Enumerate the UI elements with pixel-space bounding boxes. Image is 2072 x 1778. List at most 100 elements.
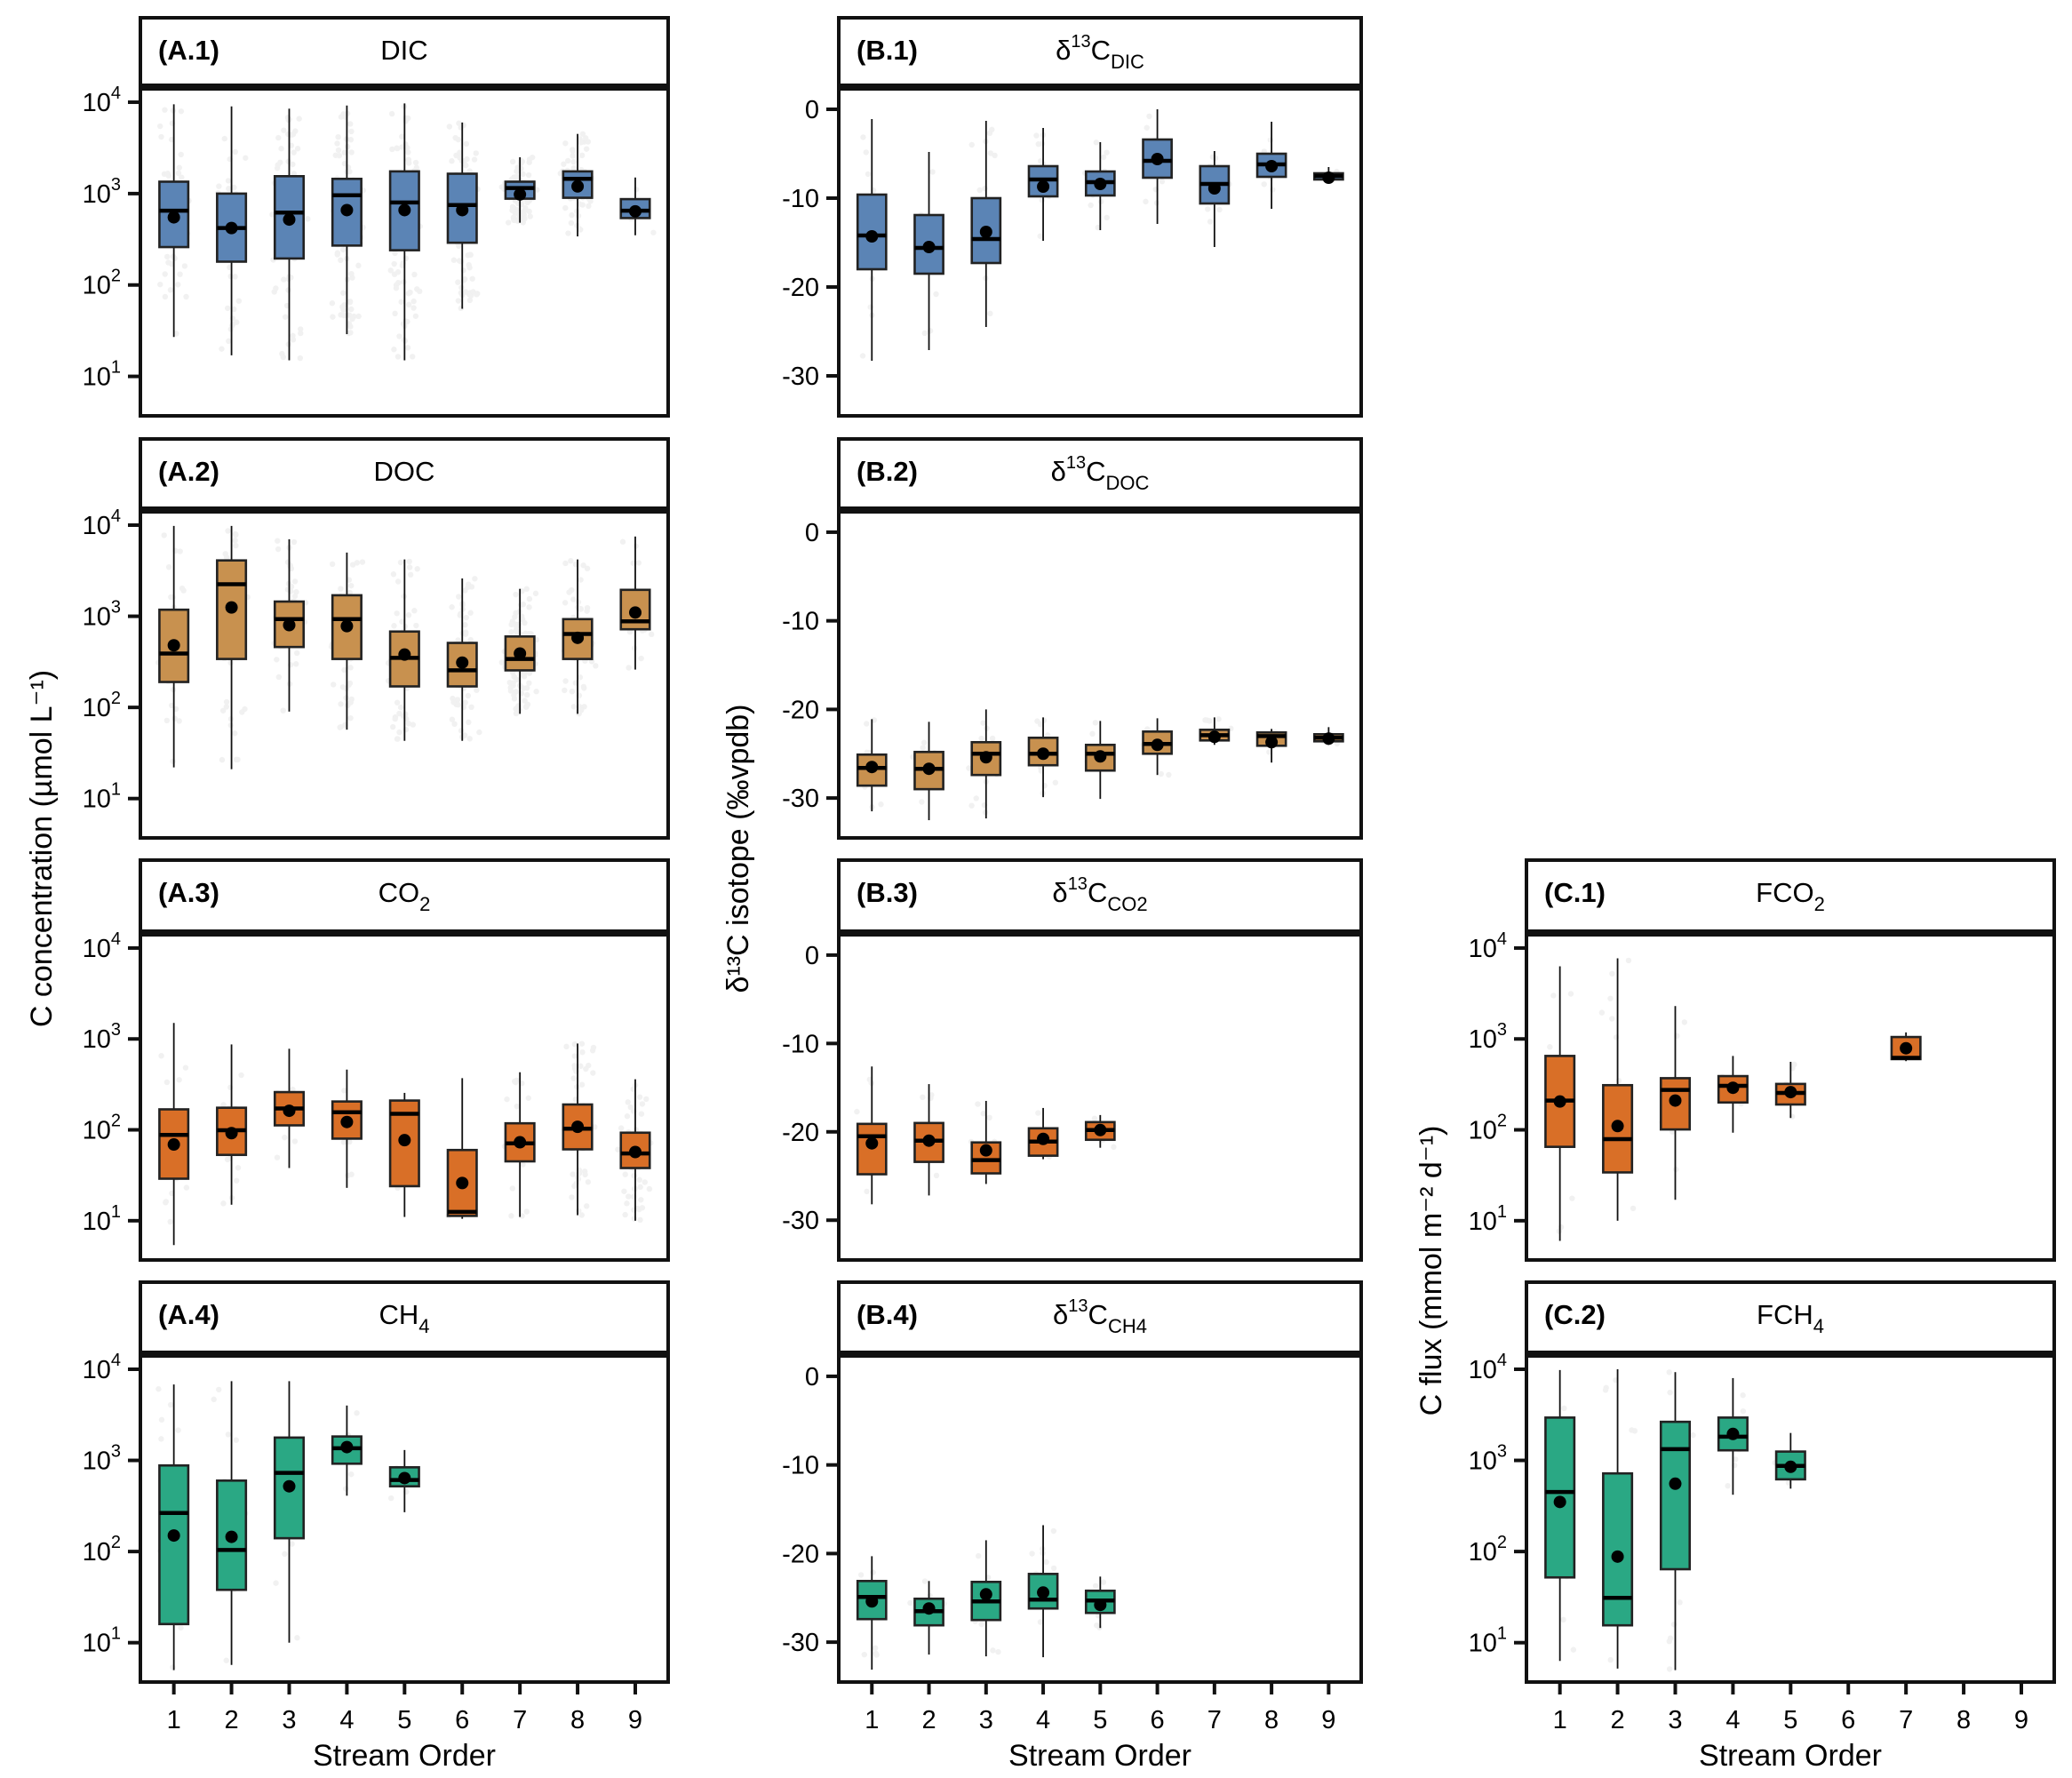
jitter-point: [569, 688, 576, 695]
mean-point: [1784, 1460, 1797, 1473]
mean-point: [340, 1115, 354, 1128]
jitter-point: [467, 251, 474, 259]
jitter-point: [338, 257, 344, 264]
jitter-point: [521, 674, 528, 680]
jitter-point: [275, 538, 281, 544]
jitter-point: [406, 564, 413, 570]
jitter-point: [622, 1211, 628, 1218]
box-order-8: [1255, 729, 1287, 763]
jitter-point: [162, 107, 168, 113]
jitter-point: [1207, 718, 1213, 724]
jitter-point: [468, 584, 475, 590]
jitter-point: [458, 284, 465, 291]
jitter-point: [273, 1580, 279, 1586]
jitter-point: [561, 161, 567, 167]
jitter-point: [406, 160, 412, 166]
jitter-point: [161, 532, 167, 538]
jitter-point: [650, 229, 657, 235]
jitter-point: [180, 587, 187, 594]
y-tick-label: 101: [83, 780, 121, 814]
jitter-point: [232, 148, 238, 155]
x-tick-label: 7: [1207, 1706, 1222, 1734]
jitter-point: [987, 310, 993, 317]
jitter-point: [854, 1108, 860, 1115]
jitter-point: [347, 699, 354, 706]
jitter-point: [562, 204, 569, 211]
box-order-2: [1602, 958, 1634, 1221]
jitter-point: [1666, 1369, 1672, 1375]
box-order-2: [216, 1044, 248, 1205]
jitter-point: [334, 140, 340, 147]
jitter-point: [986, 130, 993, 137]
jitter-point: [348, 149, 355, 155]
strip: [837, 437, 1363, 510]
jitter-point: [455, 279, 461, 285]
jitter-point: [455, 701, 461, 708]
jitter-point: [275, 134, 282, 141]
jitter-point: [170, 594, 176, 601]
jitter-point: [354, 1410, 360, 1416]
panel-tag: (C.1): [1544, 877, 1606, 908]
jitter-point: [399, 618, 405, 625]
jitter-point: [578, 140, 584, 146]
jitter-point: [1205, 206, 1211, 212]
y-tick-label: 103: [1469, 1020, 1507, 1054]
jitter-point: [158, 1416, 165, 1423]
box-order-8: [562, 133, 594, 237]
jitter-point: [571, 1183, 578, 1190]
jitter-point: [1267, 137, 1274, 143]
jitter-point: [455, 136, 462, 143]
jitter-point: [521, 213, 527, 220]
jitter-point: [520, 171, 526, 178]
box-order-1: [856, 719, 888, 812]
jitter-point: [857, 1572, 865, 1578]
jitter-point: [509, 207, 515, 213]
jitter-point: [394, 610, 400, 617]
jitter-point: [527, 213, 533, 219]
panel-tag: (A.3): [158, 877, 219, 908]
box-order-2: [913, 152, 944, 350]
jitter-point: [509, 1185, 516, 1192]
strip: [139, 1280, 670, 1354]
box-order-9: [1313, 727, 1344, 745]
x-tick-label: 9: [2014, 1706, 2028, 1734]
jitter-point: [391, 347, 397, 353]
jitter-point: [233, 1437, 239, 1443]
mean-point: [514, 647, 527, 660]
jitter-point: [220, 1200, 227, 1207]
jitter-point: [992, 152, 998, 159]
jitter-point: [351, 313, 357, 320]
box-order-5: [388, 1092, 420, 1217]
jitter-point: [557, 171, 563, 177]
jitter-point: [456, 594, 462, 600]
jitter-point: [281, 276, 287, 283]
y-tick-label: -10: [782, 185, 819, 213]
y-tick-label: 101: [83, 358, 121, 392]
y-tick-label: 104: [83, 1351, 121, 1384]
mean-point: [1037, 1132, 1050, 1145]
jitter-point: [583, 1203, 590, 1209]
jitter-point: [1550, 993, 1557, 999]
mean-point: [922, 762, 936, 776]
jitter-point: [593, 663, 599, 669]
y-tick-label: 102: [1469, 1112, 1507, 1145]
title-sub: CO2: [1107, 893, 1147, 915]
jitter-point: [975, 1101, 981, 1107]
jitter-point: [514, 623, 520, 630]
jitter-point: [509, 158, 516, 165]
jitter-point: [524, 691, 530, 698]
jitter-point: [216, 1386, 222, 1393]
box-order-4: [1027, 128, 1059, 241]
jitter-point: [1111, 1144, 1117, 1151]
jitter-point: [466, 291, 473, 298]
jitter-point: [239, 709, 245, 715]
jitter-point: [394, 269, 402, 275]
jitter-point: [643, 1096, 649, 1103]
jitter-point: [458, 728, 465, 734]
jitter-point: [512, 210, 518, 216]
jitter-point: [223, 704, 230, 710]
jitter-point: [1547, 1044, 1553, 1050]
panel-title: FCH4: [1757, 1299, 1824, 1337]
mean-point: [1322, 171, 1335, 184]
